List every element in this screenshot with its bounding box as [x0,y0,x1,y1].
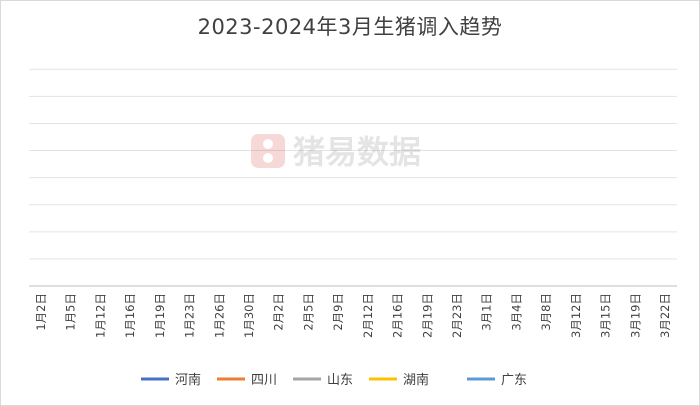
legend-label: 河南 [175,372,201,388]
x-tick-label: 2月9日 [331,293,345,331]
legend-label: 湖南 [403,372,429,388]
watermark-logo-dot-icon [263,139,273,149]
x-tick-label: 1月2日 [34,293,48,331]
x-tick-label: 3月15日 [599,293,613,338]
x-tick-label: 3月1日 [480,293,494,331]
chart-title: 2023-2024年3月生猪调入趋势 [197,15,503,39]
x-tick-labels: 1月2日 1月5日 1月12日 1月16日 1月19日 1月23日 1月26日 1月30日 2月… [34,293,672,338]
x-tick-label: 2月12日 [361,293,375,338]
x-tick-label: 1月26日 [212,293,226,338]
x-tick-label: 2月2日 [272,293,286,331]
x-tick-label: 1月23日 [183,293,197,338]
x-tick-label: 2月19日 [420,293,434,338]
x-tick-label: 3月19日 [628,293,642,338]
x-tick-label: 1月30日 [242,293,256,338]
x-tick-label: 1月19日 [153,293,167,338]
x-tick-label: 3月4日 [509,293,523,331]
legend: 河南 四川 山东 湖南 广东 [141,372,527,388]
x-tick-label: 1月12日 [93,293,107,338]
x-tick-label: 3月22日 [658,293,672,338]
legend-label: 山东 [327,373,353,388]
x-tick-label: 3月8日 [539,293,553,331]
watermark: 猪易数据 [251,133,421,171]
x-tick-label: 2月23日 [450,293,464,338]
x-tick-label: 1月16日 [123,293,137,338]
gridlines [29,68,677,287]
x-tick-label: 2月5日 [301,293,315,331]
legend-label: 四川 [251,373,277,388]
watermark-logo-dot-icon [263,153,273,163]
watermark-text: 猪易数据 [293,133,421,171]
x-tick-label: 1月5日 [64,293,78,331]
x-tick-label: 3月12日 [569,293,583,338]
x-tick-label: 2月16日 [391,293,405,338]
legend-label: 广东 [501,373,527,388]
watermark-logo-icon [251,134,285,168]
